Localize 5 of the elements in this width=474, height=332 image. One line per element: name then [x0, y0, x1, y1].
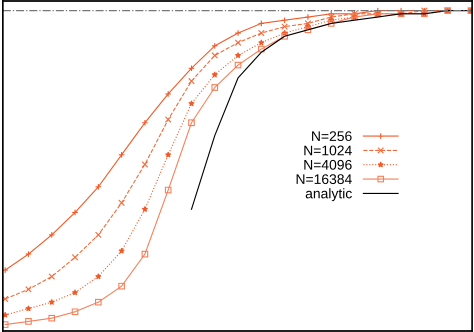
legend-label: N=1024: [304, 146, 352, 156]
legend-label: analytic: [306, 188, 352, 202]
legend-label: N=4096: [304, 160, 352, 170]
legend-label: N=16384: [296, 174, 352, 184]
legend-label: N=256: [312, 131, 352, 142]
